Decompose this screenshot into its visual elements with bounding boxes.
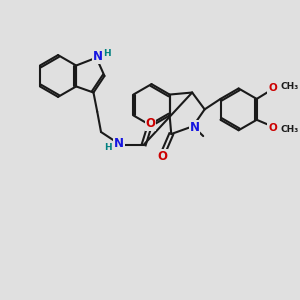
Text: N: N bbox=[190, 121, 200, 134]
Text: O: O bbox=[146, 117, 155, 130]
Text: CH₃: CH₃ bbox=[280, 125, 299, 134]
Text: N: N bbox=[114, 137, 124, 150]
Text: H: H bbox=[103, 49, 111, 58]
Text: O: O bbox=[268, 123, 277, 133]
Text: N: N bbox=[92, 50, 103, 63]
Text: H: H bbox=[104, 142, 112, 152]
Text: O: O bbox=[157, 150, 167, 163]
Text: O: O bbox=[268, 83, 277, 93]
Text: CH₃: CH₃ bbox=[280, 82, 299, 91]
